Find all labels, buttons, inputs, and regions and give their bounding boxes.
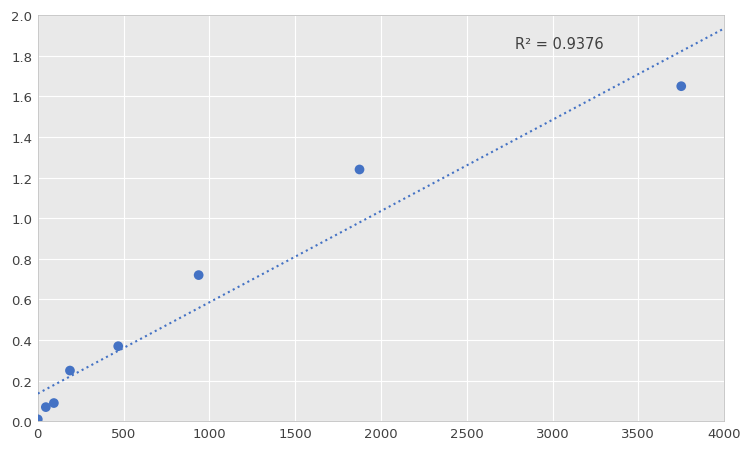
- Point: [112, 343, 124, 350]
- Point: [193, 272, 205, 279]
- Point: [353, 166, 365, 174]
- Point: [675, 83, 687, 91]
- Point: [48, 400, 60, 407]
- Point: [32, 416, 44, 423]
- Point: [40, 404, 52, 411]
- Text: R² = 0.9376: R² = 0.9376: [515, 37, 603, 51]
- Point: [64, 367, 76, 374]
